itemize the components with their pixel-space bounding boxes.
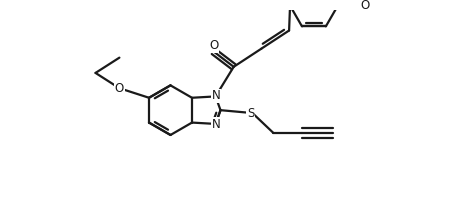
Text: O: O (209, 39, 218, 52)
Text: N: N (212, 118, 220, 131)
Text: S: S (247, 107, 254, 120)
Text: O: O (115, 82, 124, 95)
Text: O: O (360, 0, 370, 12)
Text: N: N (212, 90, 220, 103)
